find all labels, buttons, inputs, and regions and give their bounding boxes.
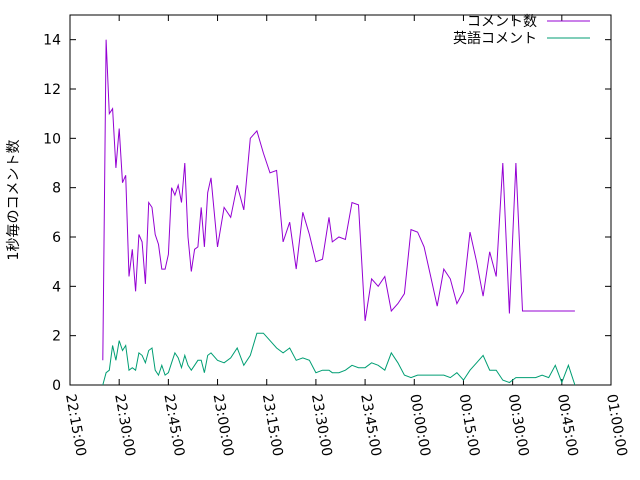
x-tick-label-10: 00:45:00	[554, 393, 581, 458]
x-tick-label-3: 23:00:00	[210, 393, 237, 458]
y-tick-label-0: 0	[52, 378, 61, 394]
legend-label-1: 英語コメント	[453, 30, 537, 47]
y-tick-label-1: 2	[52, 329, 61, 345]
x-tick-label-8: 00:15:00	[456, 393, 483, 458]
x-tick-label-4: 23:15:00	[259, 393, 286, 458]
y-tick-label-4: 8	[52, 181, 61, 197]
x-tick-label-5: 23:30:00	[308, 393, 335, 458]
legend-label-0: コメント数	[467, 14, 537, 30]
y-tick-label-3: 6	[52, 230, 61, 246]
y-tick-label-6: 12	[43, 82, 61, 98]
x-tick-label-9: 00:30:00	[505, 393, 532, 458]
y-tick-label-7: 14	[43, 33, 61, 49]
axis-ticks: 0 2 4 6 8 10 12 14 22:15:00 22:30:00 22:45:00 23:00…	[43, 15, 630, 458]
x-tick-label-6: 23:45:00	[357, 393, 384, 458]
x-tick-label-0: 22:15:00	[62, 393, 89, 458]
plot-frame	[69, 14, 612, 386]
x-tick-label-7: 00:00:00	[406, 393, 433, 458]
series-lines	[102, 39, 576, 386]
x-tick-label-2: 22:45:00	[160, 393, 187, 458]
y-axis-label: 1秒毎のコメント数	[6, 140, 22, 261]
x-tick-label-1: 22:30:00	[111, 393, 138, 458]
y-tick-label-2: 4	[52, 279, 61, 295]
series-line-1	[102, 332, 576, 386]
x-tick-label-11: 01:00:00	[603, 393, 630, 458]
y-tick-label-5: 10	[43, 131, 61, 147]
series-line-0	[102, 39, 575, 361]
